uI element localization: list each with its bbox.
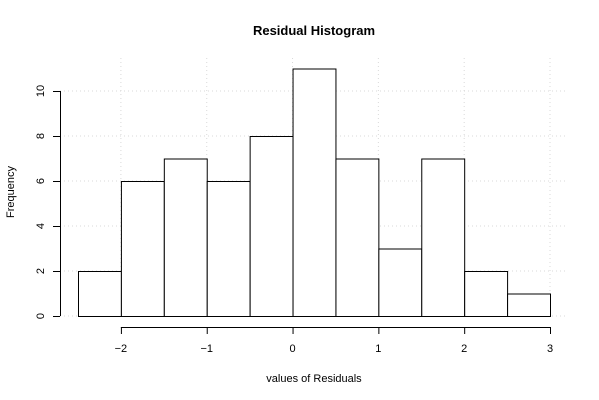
histogram-bar	[292, 68, 337, 317]
histogram-bar	[249, 136, 294, 317]
y-tick-label: 6	[35, 178, 47, 184]
histogram-bar	[163, 158, 208, 317]
y-tick-label: 10	[35, 85, 47, 97]
histogram-bar	[378, 248, 423, 317]
chart-title: Residual Histogram	[253, 23, 375, 38]
histogram-bar	[78, 271, 122, 317]
y-axis: 0 2 4 6 8 10	[35, 85, 61, 319]
x-tick-label: 1	[375, 343, 381, 355]
x-tick-label: −2	[115, 343, 128, 355]
x-tick-label: 3	[547, 343, 553, 355]
x-tick-label: −1	[200, 343, 213, 355]
histogram-bar	[464, 271, 509, 317]
histogram-bar	[120, 181, 165, 317]
histogram-bar	[335, 158, 380, 317]
x-axis: −2 −1 0 1 2 3	[115, 327, 553, 355]
histogram-bar	[507, 293, 552, 317]
y-tick-label: 8	[35, 133, 47, 139]
y-tick-label: 4	[35, 223, 47, 229]
bars-layer	[78, 68, 552, 317]
histogram-bar	[421, 158, 466, 317]
y-axis-label: Frequency	[5, 166, 17, 218]
y-tick-label: 2	[35, 268, 47, 274]
x-axis-label: values of Residuals	[266, 373, 362, 385]
histogram-bar	[206, 181, 251, 317]
y-tick-label: 0	[35, 313, 47, 319]
x-tick-label: 2	[461, 343, 467, 355]
x-tick-label: 0	[289, 343, 295, 355]
